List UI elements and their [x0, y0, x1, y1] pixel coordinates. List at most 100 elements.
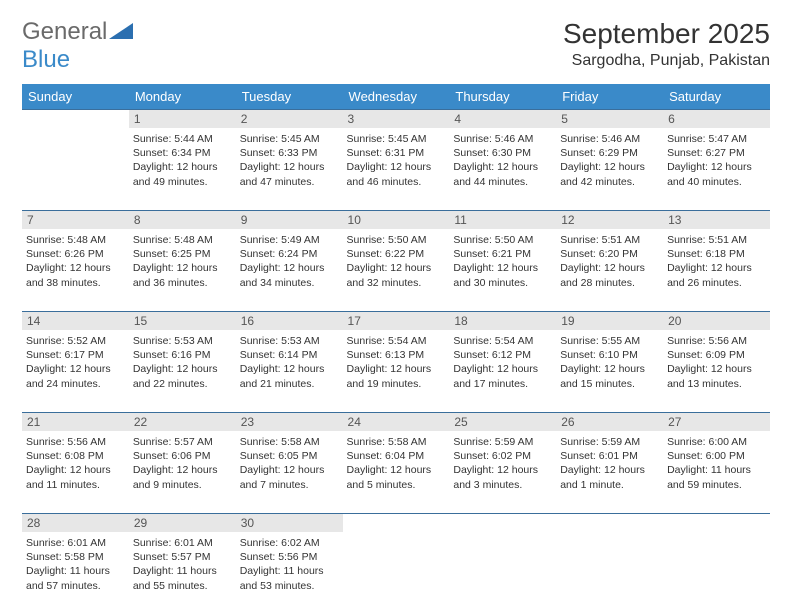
calendar-table: SundayMondayTuesdayWednesdayThursdayFrid… — [22, 84, 770, 614]
logo-triangle-icon — [109, 23, 133, 39]
title-block: September 2025 Sargodha, Punjab, Pakista… — [563, 18, 770, 70]
day-cell: 5Sunrise: 5:46 AMSunset: 6:29 PMDaylight… — [556, 109, 663, 210]
day-details: Sunrise: 5:51 AMSunset: 6:20 PMDaylight:… — [556, 231, 663, 311]
day-number: 27 — [663, 412, 770, 431]
day-cell: 24 Sunrise: 5:58 AMSunset: 6:04 PMDayligh… — [343, 412, 450, 513]
day-details: Sunrise: 5:59 AMSunset: 6:01 PMDaylight:… — [556, 433, 663, 513]
day-number: 1 — [129, 109, 236, 128]
day-details: Sunrise: 5:56 AMSunset: 6:09 PMDaylight:… — [663, 332, 770, 412]
day-details: Sunrise: 5:48 AMSunset: 6:26 PMDaylight:… — [22, 231, 129, 311]
day-number: 28 — [22, 513, 129, 532]
day-cell: 3Sunrise: 5:45 AMSunset: 6:31 PMDaylight… — [343, 109, 450, 210]
day-number: 17 — [343, 311, 450, 330]
day-cell — [449, 513, 556, 614]
day-cell: 2Sunrise: 5:45 AMSunset: 6:33 PMDaylight… — [236, 109, 343, 210]
day-number: 9 — [236, 210, 343, 229]
day-cell — [22, 109, 129, 210]
week-row: 28 Sunrise: 6:01 AMSunset: 5:58 PMDayligh… — [22, 513, 770, 614]
day-number: 13 — [663, 210, 770, 229]
day-number: 19 — [556, 311, 663, 330]
day-number: 6 — [663, 109, 770, 128]
day-cell: 6 Sunrise: 5:47 AMSunset: 6:27 PMDaylight… — [663, 109, 770, 210]
day-details: Sunrise: 5:56 AMSunset: 6:08 PMDaylight:… — [22, 433, 129, 513]
day-number: 22 — [129, 412, 236, 431]
day-cell: 8 Sunrise: 5:48 AMSunset: 6:25 PMDaylight… — [129, 210, 236, 311]
day-number: 18 — [449, 311, 556, 330]
day-details: Sunrise: 5:57 AMSunset: 6:06 PMDaylight:… — [129, 433, 236, 513]
day-cell: 9Sunrise: 5:49 AMSunset: 6:24 PMDaylight… — [236, 210, 343, 311]
day-details: Sunrise: 5:52 AMSunset: 6:17 PMDaylight:… — [22, 332, 129, 412]
day-details: Sunrise: 5:54 AMSunset: 6:13 PMDaylight:… — [343, 332, 450, 412]
day-details: Sunrise: 5:59 AMSunset: 6:02 PMDaylight:… — [449, 433, 556, 513]
day-details: Sunrise: 5:55 AMSunset: 6:10 PMDaylight:… — [556, 332, 663, 412]
weekday-header: Friday — [556, 84, 663, 109]
calendar-body: 1 Sunrise: 5:44 AMSunset: 6:34 PMDaylight… — [22, 109, 770, 614]
day-cell: 26 Sunrise: 5:59 AMSunset: 6:01 PMDayligh… — [556, 412, 663, 513]
day-details: Sunrise: 5:44 AMSunset: 6:34 PMDaylight:… — [129, 130, 236, 210]
day-cell: 27 Sunrise: 6:00 AMSunset: 6:00 PMDayligh… — [663, 412, 770, 513]
day-cell: 29 Sunrise: 6:01 AMSunset: 5:57 PMDayligh… — [129, 513, 236, 614]
logo: General Blue — [22, 18, 133, 74]
day-cell: 10 Sunrise: 5:50 AMSunset: 6:22 PMDayligh… — [343, 210, 450, 311]
day-cell — [343, 513, 450, 614]
day-number: 4 — [449, 109, 556, 128]
day-details: Sunrise: 6:02 AMSunset: 5:56 PMDaylight:… — [236, 534, 343, 614]
day-number: 24 — [343, 412, 450, 431]
day-number: 26 — [556, 412, 663, 431]
day-cell: 15Sunrise: 5:53 AMSunset: 6:16 PMDayligh… — [129, 311, 236, 412]
day-number: 5 — [556, 109, 663, 128]
day-cell: 16Sunrise: 5:53 AMSunset: 6:14 PMDayligh… — [236, 311, 343, 412]
day-number: 23 — [236, 412, 343, 431]
day-details: Sunrise: 5:50 AMSunset: 6:22 PMDaylight:… — [343, 231, 450, 311]
weekday-header: Saturday — [663, 84, 770, 109]
day-details: Sunrise: 5:45 AMSunset: 6:33 PMDaylight:… — [236, 130, 343, 210]
week-row: 7Sunrise: 5:48 AMSunset: 6:26 PMDaylight… — [22, 210, 770, 311]
day-details: Sunrise: 5:48 AMSunset: 6:25 PMDaylight:… — [129, 231, 236, 311]
day-number: 11 — [449, 210, 556, 229]
day-cell: 21Sunrise: 5:56 AMSunset: 6:08 PMDayligh… — [22, 412, 129, 513]
logo-word-blue: Blue — [22, 46, 70, 73]
day-number-empty — [449, 513, 556, 532]
day-cell: 19 Sunrise: 5:55 AMSunset: 6:10 PMDayligh… — [556, 311, 663, 412]
day-cell: 12 Sunrise: 5:51 AMSunset: 6:20 PMDayligh… — [556, 210, 663, 311]
location-text: Sargodha, Punjab, Pakistan — [563, 52, 770, 70]
day-cell: 20Sunrise: 5:56 AMSunset: 6:09 PMDayligh… — [663, 311, 770, 412]
week-row: 21Sunrise: 5:56 AMSunset: 6:08 PMDayligh… — [22, 412, 770, 513]
header: General Blue September 2025 Sargodha, Pu… — [22, 18, 770, 74]
day-cell: 4 Sunrise: 5:46 AMSunset: 6:30 PMDaylight… — [449, 109, 556, 210]
day-number: 29 — [129, 513, 236, 532]
day-details: Sunrise: 5:51 AMSunset: 6:18 PMDaylight:… — [663, 231, 770, 311]
weekday-header: Tuesday — [236, 84, 343, 109]
day-details: Sunrise: 6:01 AMSunset: 5:57 PMDaylight:… — [129, 534, 236, 614]
day-details: Sunrise: 6:00 AMSunset: 6:00 PMDaylight:… — [663, 433, 770, 513]
day-number-empty — [343, 513, 450, 532]
week-row: 14 Sunrise: 5:52 AMSunset: 6:17 PMDayligh… — [22, 311, 770, 412]
day-number: 3 — [343, 109, 450, 128]
day-cell: 17 Sunrise: 5:54 AMSunset: 6:13 PMDayligh… — [343, 311, 450, 412]
day-number-empty — [663, 513, 770, 532]
weekday-header: Thursday — [449, 84, 556, 109]
day-number: 30 — [236, 513, 343, 532]
day-cell: 14 Sunrise: 5:52 AMSunset: 6:17 PMDayligh… — [22, 311, 129, 412]
weekday-header: Monday — [129, 84, 236, 109]
week-row: 1 Sunrise: 5:44 AMSunset: 6:34 PMDaylight… — [22, 109, 770, 210]
day-cell: 28 Sunrise: 6:01 AMSunset: 5:58 PMDayligh… — [22, 513, 129, 614]
day-number: 25 — [449, 412, 556, 431]
weekday-header-row: SundayMondayTuesdayWednesdayThursdayFrid… — [22, 84, 770, 109]
day-number: 8 — [129, 210, 236, 229]
day-details: Sunrise: 5:47 AMSunset: 6:27 PMDaylight:… — [663, 130, 770, 210]
day-details: Sunrise: 6:01 AMSunset: 5:58 PMDaylight:… — [22, 534, 129, 614]
day-cell — [556, 513, 663, 614]
day-number: 10 — [343, 210, 450, 229]
day-cell: 30 Sunrise: 6:02 AMSunset: 5:56 PMDayligh… — [236, 513, 343, 614]
day-number: 12 — [556, 210, 663, 229]
day-details: Sunrise: 5:46 AMSunset: 6:30 PMDaylight:… — [449, 130, 556, 210]
day-cell: 1 Sunrise: 5:44 AMSunset: 6:34 PMDaylight… — [129, 109, 236, 210]
day-details: Sunrise: 5:50 AMSunset: 6:21 PMDaylight:… — [449, 231, 556, 311]
day-details: Sunrise: 5:58 AMSunset: 6:04 PMDaylight:… — [343, 433, 450, 513]
day-cell: 11 Sunrise: 5:50 AMSunset: 6:21 PMDayligh… — [449, 210, 556, 311]
day-details: Sunrise: 5:53 AMSunset: 6:16 PMDaylight:… — [129, 332, 236, 412]
day-number-empty — [556, 513, 663, 532]
day-number: 14 — [22, 311, 129, 330]
day-cell: 22 Sunrise: 5:57 AMSunset: 6:06 PMDayligh… — [129, 412, 236, 513]
